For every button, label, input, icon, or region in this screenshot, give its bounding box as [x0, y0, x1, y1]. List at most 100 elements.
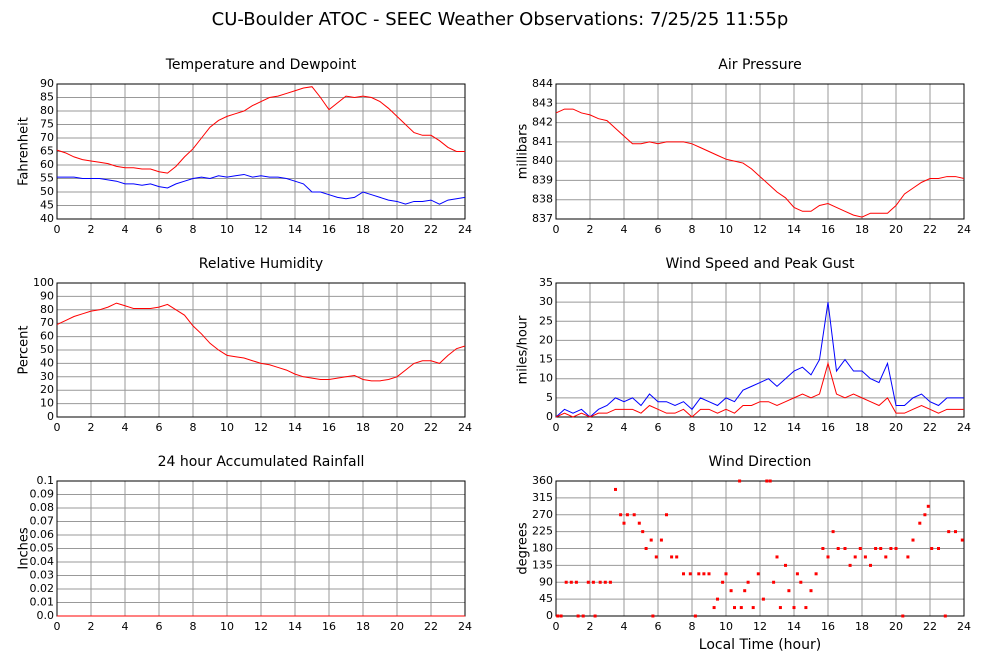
chart-title: Wind Direction: [709, 454, 812, 470]
data-point: [943, 614, 947, 618]
y-tick-label: 838: [532, 193, 553, 206]
data-point: [556, 614, 560, 618]
data-point: [591, 580, 595, 584]
y-tick-label: 35: [539, 276, 553, 289]
y-tick-label: 50: [40, 185, 54, 198]
data-point: [937, 547, 940, 550]
data-point: [809, 589, 813, 593]
chart-title: Air Pressure: [718, 57, 801, 73]
data-point: [682, 572, 685, 576]
x-tick-label: 22: [923, 223, 937, 236]
data-point: [746, 580, 750, 584]
y-tick-label: 100: [33, 276, 54, 289]
x-tick-label: 22: [923, 620, 937, 633]
chart-title: 24 hour Accumulated Rainfall: [158, 454, 365, 470]
data-point: [923, 513, 927, 517]
data-point: [743, 589, 747, 593]
y-tick-label: 30: [40, 370, 54, 383]
y-tick-label: 0.06: [30, 528, 55, 541]
data-point: [724, 572, 728, 576]
y-axis-label: millibars: [516, 124, 531, 180]
data-point: [947, 530, 951, 534]
x-tick-label: 14: [787, 620, 801, 633]
x-tick-label: 8: [190, 223, 197, 236]
x-tick-label: 0: [553, 620, 560, 633]
plot-border: [555, 282, 965, 418]
data-point: [603, 580, 607, 584]
data-point: [821, 547, 825, 550]
data-point: [954, 530, 957, 534]
data-point: [831, 530, 835, 534]
y-tick-label: 0: [47, 410, 54, 423]
y-tick-label: 55: [40, 172, 54, 185]
x-tick-label: 6: [156, 421, 163, 434]
y-tick-label: 65: [40, 145, 54, 158]
x-tick-label: 4: [621, 620, 628, 633]
x-tick-label: 10: [719, 223, 733, 236]
y-tick-label: 837: [532, 212, 553, 225]
y-tick-label: 315: [532, 491, 553, 504]
data-point: [688, 572, 692, 576]
chart-title: Wind Speed and Peak Gust: [666, 256, 855, 272]
y-tick-label: 80: [40, 104, 54, 117]
data-point: [644, 547, 648, 550]
x-tick-label: 0: [54, 223, 61, 236]
x-tick-label: 10: [719, 421, 733, 434]
y-tick-label: 90: [40, 77, 54, 90]
y-tick-label: 50: [40, 343, 54, 356]
x-tick-label: 2: [88, 620, 95, 633]
x-tick-label: 12: [753, 620, 767, 633]
x-axis-label: Local Time (hour): [699, 637, 821, 653]
data-point: [619, 513, 623, 517]
data-point: [772, 580, 776, 584]
chart-panel: Temperature and DewpointFahrenheit404550…: [17, 57, 473, 236]
plot-border: [56, 282, 466, 418]
y-tick-label: 80: [40, 303, 54, 316]
x-tick-label: 0: [54, 421, 61, 434]
data-point: [765, 479, 769, 483]
y-tick-label: 843: [532, 96, 553, 109]
y-tick-label: 842: [532, 116, 553, 129]
y-tick-label: 180: [532, 542, 553, 555]
x-tick-label: 8: [190, 421, 197, 434]
data-point: [576, 614, 580, 618]
data-point: [659, 538, 663, 542]
data-point: [614, 487, 617, 491]
x-tick-label: 6: [156, 223, 163, 236]
plot-border: [555, 480, 965, 617]
x-tick-label: 10: [220, 223, 234, 236]
data-point: [894, 547, 898, 550]
x-tick-label: 22: [923, 421, 937, 434]
chart-title: Temperature and Dewpoint: [165, 57, 357, 73]
x-tick-label: 4: [122, 421, 129, 434]
y-tick-label: 360: [532, 474, 553, 487]
x-tick-label: 4: [621, 223, 628, 236]
data-point: [712, 606, 716, 610]
y-tick-label: 0: [546, 410, 553, 423]
page-title: CU-Boulder ATOC - SEEC Weather Observati…: [212, 9, 789, 30]
x-tick-label: 16: [821, 223, 835, 236]
data-point: [784, 563, 787, 567]
data-point: [756, 572, 760, 576]
data-point: [654, 555, 658, 559]
x-tick-label: 20: [889, 223, 903, 236]
data-point: [559, 614, 563, 618]
data-point: [826, 555, 830, 559]
x-tick-label: 6: [156, 620, 163, 633]
x-tick-label: 20: [390, 223, 404, 236]
y-tick-label: 841: [532, 135, 553, 148]
x-tick-label: 8: [689, 620, 696, 633]
data-point: [651, 614, 655, 618]
y-tick-label: 75: [40, 118, 54, 131]
y-tick-label: 844: [532, 77, 553, 90]
x-tick-label: 20: [889, 620, 903, 633]
x-tick-label: 18: [356, 223, 370, 236]
data-point: [574, 580, 578, 584]
x-tick-label: 14: [288, 620, 302, 633]
data-point: [697, 572, 701, 576]
y-tick-label: 0.1: [37, 474, 55, 487]
y-tick-label: 25: [539, 314, 553, 327]
x-tick-label: 16: [322, 421, 336, 434]
y-tick-label: 0.0: [37, 609, 55, 622]
